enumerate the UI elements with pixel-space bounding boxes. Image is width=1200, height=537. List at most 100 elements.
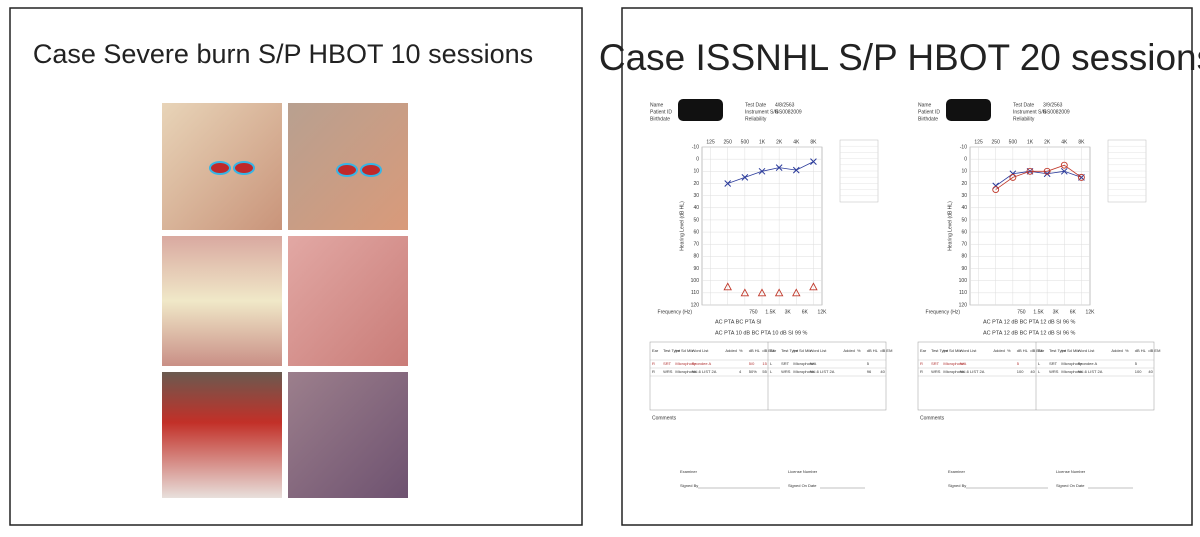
table-header: Added [1111,348,1123,353]
header-field: Reliability [1013,116,1035,122]
table-header: Int Sd Mic [943,348,961,353]
table-cell: 100 [1135,369,1142,374]
header-field: Test Date [745,102,766,108]
y-tick-label: 90 [693,266,699,272]
header-field: Test Date [1013,102,1034,108]
table-cell: WRS [931,369,941,374]
x-sub-label: 1.5K [1033,309,1044,315]
table-cell: 5 [1135,361,1138,366]
sunglasses [209,161,382,177]
signature-label: Signed By [948,483,966,488]
x-tick-label: 250 [724,139,733,145]
x-sub-label: 1.5K [765,309,776,315]
y-tick-label: 30 [961,193,967,199]
table-header: Int Sd Mic [1061,348,1079,353]
y-tick-label: 120 [959,302,968,308]
y-tick-label: 20 [693,181,699,187]
marker-triangle [757,288,767,297]
x-sub-label: 750 [1017,309,1026,315]
y-tick-label: 70 [961,242,967,248]
table-cell: 15 [762,361,767,366]
table-cell: R [920,369,923,374]
photo [288,372,408,498]
table-header: dB EM [1030,348,1042,353]
marker-triangle [792,288,801,297]
y-axis-label: Hearing Level (dB HL) [947,201,953,251]
x-tick-label: 8K [1078,139,1085,145]
x-tick-label: 125 [706,139,715,145]
x-axis-label: Frequency (Hz) [658,309,693,315]
table-header: dB EM [762,348,774,353]
table-cell: L [1038,361,1041,366]
table-cell: 40 [880,369,885,374]
table-cell: 40 [1030,369,1035,374]
table-cell: N/A [810,361,817,366]
table-cell: Microphone [675,369,697,374]
header-field: Name [650,102,664,108]
slide-title: Case Severe burn S/P HBOT 10 sessions [33,39,533,69]
y-tick-label: 100 [959,278,968,284]
redaction [946,99,991,121]
comments-label: Comments [652,415,677,421]
y-tick-label: 80 [693,254,699,260]
table-header: Word List [960,348,978,353]
table-header: dB HL [749,348,761,353]
table-cell: Microphone [943,369,965,374]
y-tick-label: 10 [961,169,967,175]
table-header: Added [725,348,737,353]
table-header: Added [993,348,1005,353]
header-field: Birthdate [650,116,670,122]
y-tick-label: 120 [691,302,700,308]
y-tick-label: -10 [960,144,967,150]
y-tick-label: 40 [693,205,699,211]
header-field: Reliability [745,116,767,122]
marker-triangle [774,288,784,297]
table-cell: SRT [931,361,939,366]
marker-x [724,180,732,187]
y-tick-label: 50 [961,217,967,223]
y-tick-label: 40 [961,205,967,211]
header-field: Patient ID [918,109,940,115]
slide-title: Case ISSNHL S/P HBOT 20 sessions [599,37,1200,78]
series-line [995,164,1082,190]
marker-triangle [809,282,818,291]
header-field: Name [918,102,932,108]
table-cell: Microphone [793,361,815,366]
table-header: Test Type [1049,348,1067,353]
photo [288,236,408,366]
table-header: dB HL [1017,348,1029,353]
table-header: dB EM [1148,348,1160,353]
signature-label: Signed On Date [788,483,817,488]
table-header: Word List [1078,348,1096,353]
y-tick-label: 0 [964,156,967,162]
x-tick-label: 2K [776,139,783,145]
table-cell: 40 [1148,369,1153,374]
series-line [727,161,814,184]
table-header: Test Type [663,348,681,353]
signature-label: License Number [788,469,818,474]
table-cell: 5/0 [749,361,755,366]
table-cell: R [652,361,655,366]
table-cell: Microphone [1061,369,1083,374]
table-header: % [1007,348,1011,353]
table-cell: SRT [663,361,671,366]
y-tick-label: 110 [691,290,699,296]
x-sub-label: 750 [749,309,758,315]
x-tick-label: 250 [992,139,1001,145]
comments-label: Comments [920,415,945,421]
marker-o [1077,173,1085,181]
table-cell: WRS [663,369,673,374]
table-header: Ear [770,348,777,353]
marker-o [992,186,1000,193]
header-field: Instrument S/N [1013,109,1047,115]
table-cell: R [652,369,655,374]
marker-x [810,158,817,165]
marker-x [792,166,800,174]
table-header: Ear [652,348,659,353]
table-cell: Microphone [1061,361,1083,366]
table-cell: 5 [867,361,870,366]
table-cell: 100 [1017,369,1024,374]
table-cell: 5 [1017,361,1020,366]
marker-o [1026,167,1034,175]
y-tick-label: 0 [696,156,699,162]
